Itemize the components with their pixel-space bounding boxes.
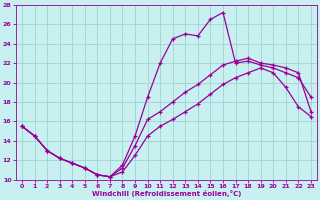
- X-axis label: Windchill (Refroidissement éolien,°C): Windchill (Refroidissement éolien,°C): [92, 190, 241, 197]
